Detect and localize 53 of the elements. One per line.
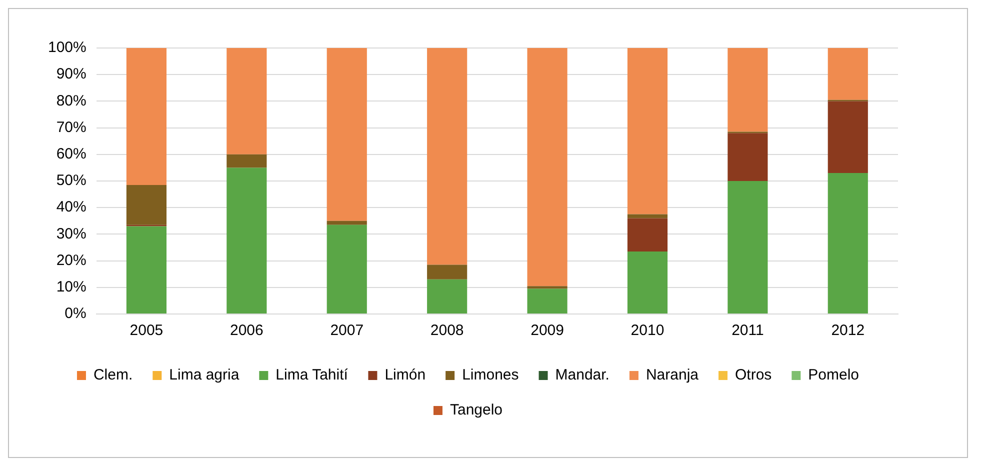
- y-tick-label: 100%: [48, 39, 86, 56]
- x-tick-label: 2011: [732, 322, 764, 340]
- bar: [527, 286, 568, 289]
- y-tick-label: 80%: [56, 92, 86, 110]
- bar: [427, 48, 468, 265]
- bar: [326, 220, 367, 225]
- y-tick-label: 10%: [56, 278, 86, 296]
- legend-label: Tangelo: [450, 402, 503, 419]
- y-tick-label: 30%: [56, 225, 86, 242]
- bar: [728, 48, 768, 132]
- x-tick-label: 2009: [530, 322, 564, 340]
- bar: [527, 48, 568, 286]
- x-tick-label: 2005: [130, 322, 164, 340]
- bar: [326, 224, 367, 314]
- y-tick-label: 90%: [56, 66, 86, 83]
- legend-label: Lima Tahití: [276, 366, 349, 384]
- bar: [226, 168, 267, 314]
- legend-label: Naranja: [646, 366, 700, 384]
- bar: [226, 154, 267, 168]
- legend-label: Limón: [384, 366, 426, 384]
- x-tick-label: 2012: [831, 322, 865, 340]
- bar: [427, 264, 468, 280]
- x-tick-label: 2007: [330, 322, 364, 340]
- bar: [728, 181, 768, 314]
- legend-label: Lima agria: [169, 366, 240, 384]
- bar: [527, 288, 568, 314]
- y-tick-label: 40%: [56, 198, 86, 216]
- bar: [828, 173, 868, 314]
- bar: [728, 133, 768, 181]
- y-tick-label: 70%: [56, 118, 86, 136]
- y-tick-label: 50%: [56, 172, 86, 190]
- bar: [627, 251, 668, 314]
- legend-label: Limones: [462, 366, 519, 384]
- bar: [126, 184, 167, 225]
- bar: [828, 101, 868, 174]
- y-tick-label: 60%: [56, 146, 86, 163]
- legend-label: Pomelo: [808, 366, 860, 384]
- bar: [326, 48, 367, 221]
- bar: [627, 48, 668, 214]
- bar: [126, 48, 167, 185]
- legend-label: Clem.: [93, 366, 133, 384]
- x-tick-label: 2006: [230, 322, 264, 340]
- bar: [427, 279, 468, 314]
- y-tick-label: 0%: [64, 305, 86, 322]
- bar: [627, 218, 668, 252]
- legend-label: Mandar.: [555, 366, 610, 384]
- legend-label: Otros: [734, 366, 772, 384]
- y-tick-label: 20%: [56, 252, 86, 269]
- bar: [828, 48, 868, 100]
- bar: [226, 48, 267, 154]
- bar: [126, 226, 167, 314]
- x-tick-label: 2008: [430, 322, 464, 340]
- x-tick-label: 2010: [630, 322, 664, 340]
